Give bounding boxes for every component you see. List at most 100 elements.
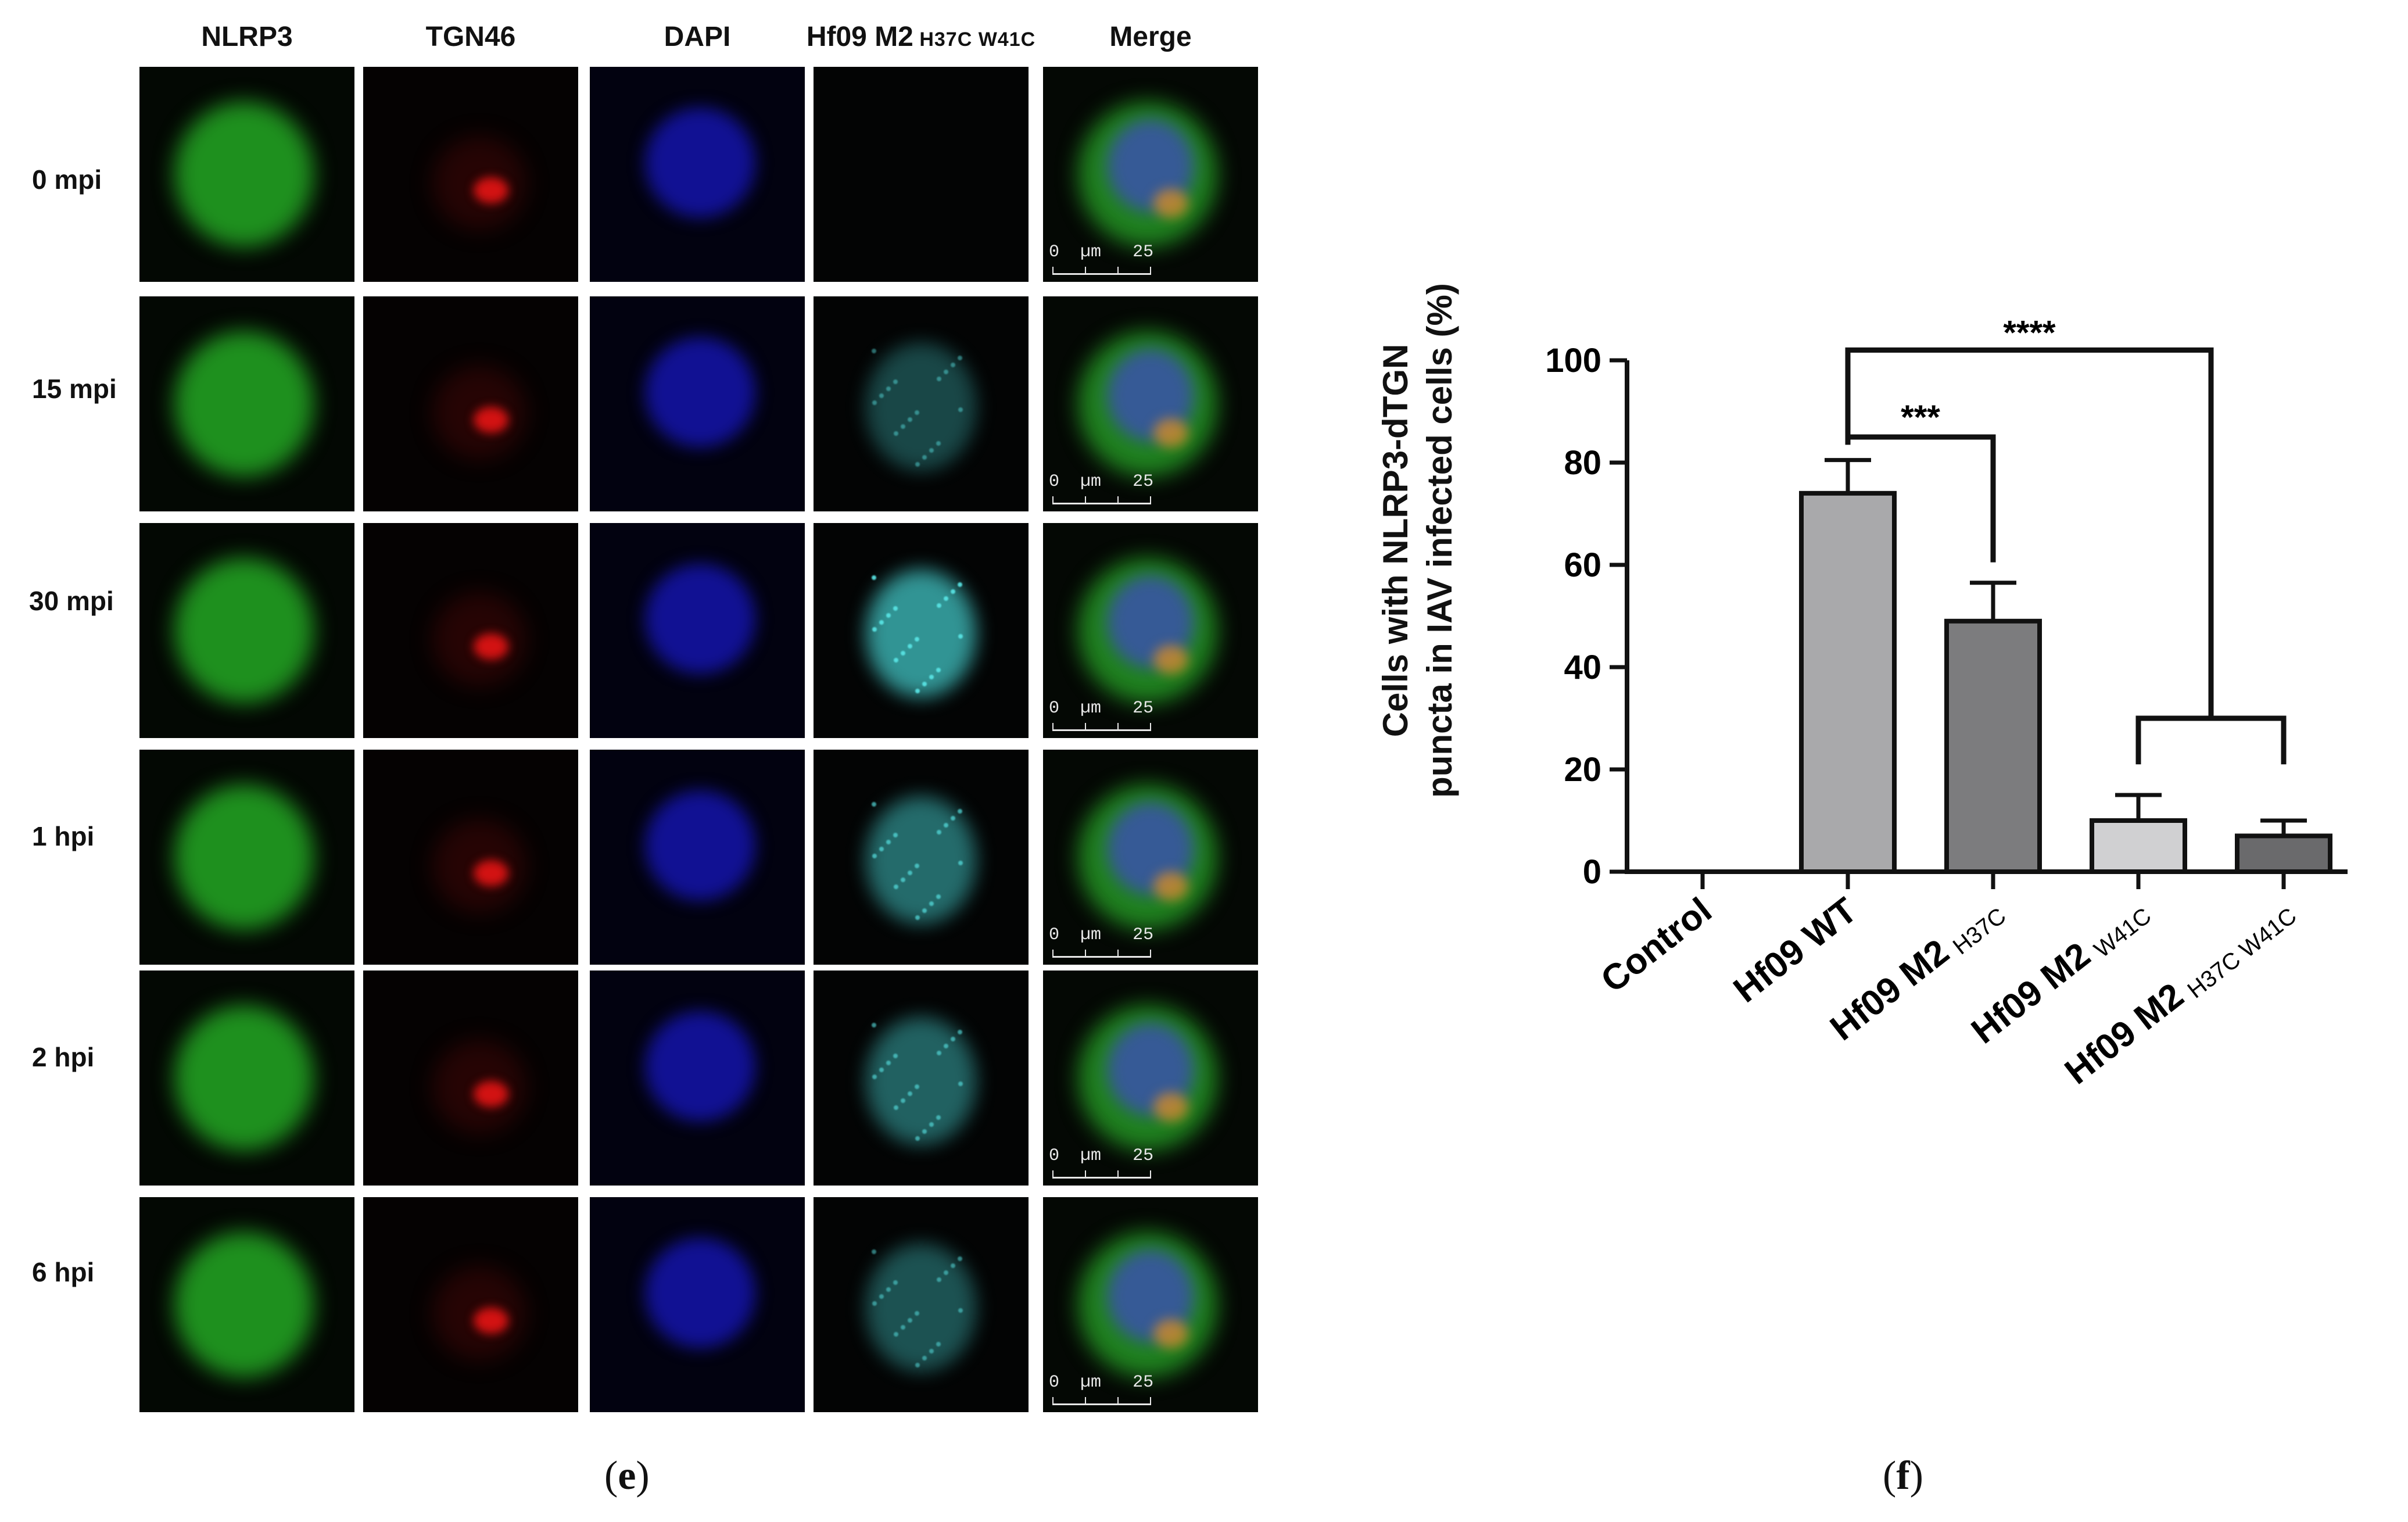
cell-signal bbox=[894, 431, 898, 436]
cell-signal bbox=[958, 407, 963, 412]
cell-signal bbox=[958, 1030, 962, 1034]
cell-signal bbox=[866, 1244, 976, 1371]
cell-signal bbox=[922, 682, 927, 686]
cell-signal bbox=[915, 864, 919, 868]
cell-signal bbox=[879, 1068, 884, 1072]
row-label: 1 hpi bbox=[32, 821, 95, 851]
column-header-tgn46: TGN46 bbox=[425, 22, 516, 52]
cell-signal bbox=[879, 1294, 884, 1299]
micrograph-tile: 0 µm 25 bbox=[1043, 523, 1258, 738]
cell-signal bbox=[879, 620, 884, 625]
cell-signal bbox=[908, 417, 912, 422]
cell-signal bbox=[937, 1051, 941, 1055]
column-header-merge: Merge bbox=[1109, 22, 1192, 52]
x-tick-label: Hf09 M2H37C W41C bbox=[2058, 890, 2302, 1094]
cell-signal bbox=[908, 1318, 912, 1323]
micrograph-tile bbox=[139, 296, 354, 511]
cell-signal bbox=[645, 1238, 755, 1348]
cell-signal bbox=[645, 108, 755, 218]
cell-signal bbox=[901, 878, 905, 882]
y-tick-label: 80 bbox=[1564, 444, 1601, 482]
cell-signal bbox=[944, 596, 948, 601]
row-label: 2 hpi bbox=[32, 1042, 95, 1072]
bar bbox=[1799, 490, 1897, 874]
y-tick-label: 20 bbox=[1564, 751, 1601, 789]
cell-signal bbox=[879, 847, 884, 851]
cell-signal bbox=[937, 830, 941, 835]
cell-signal bbox=[929, 1349, 934, 1353]
cell-signal bbox=[937, 603, 941, 608]
row-label: 30 mpi bbox=[29, 586, 114, 616]
cell-signal bbox=[474, 1081, 508, 1107]
cell-signal bbox=[922, 1129, 927, 1134]
micrograph-tile bbox=[814, 750, 1029, 965]
cell-signal bbox=[929, 675, 934, 679]
panel-f-caption: (f) bbox=[1883, 1453, 1923, 1498]
cell-signal bbox=[944, 823, 948, 828]
cell-signal bbox=[474, 633, 508, 660]
cell-signal bbox=[922, 1356, 927, 1360]
cell-signal bbox=[958, 861, 963, 865]
column-header-dapi: DAPI bbox=[664, 22, 731, 52]
cell-signal bbox=[872, 802, 876, 807]
cell-signal bbox=[893, 606, 898, 611]
significance-bracket bbox=[2135, 715, 2287, 765]
micrograph-tile bbox=[363, 296, 578, 511]
cell-signal bbox=[174, 1232, 314, 1377]
scale-bar: 0 µm 25 bbox=[1049, 1373, 1165, 1408]
micrograph-tile: 0 µm 25 bbox=[1043, 750, 1258, 965]
cell-signal bbox=[174, 785, 314, 930]
cell-signal bbox=[872, 854, 877, 858]
cell-signal bbox=[901, 1325, 905, 1330]
panel-e-caption: (e) bbox=[604, 1453, 650, 1498]
micrograph-tile bbox=[363, 67, 578, 282]
cell-signal bbox=[174, 1005, 314, 1151]
cell-signal bbox=[944, 370, 948, 374]
cell-signal bbox=[951, 816, 955, 821]
cell-signal bbox=[915, 915, 920, 920]
cell-signal bbox=[915, 1084, 919, 1089]
cell-signal bbox=[958, 582, 962, 587]
micrograph-tile: 0 µm 25 bbox=[1043, 296, 1258, 511]
cell-signal bbox=[866, 1017, 976, 1145]
cell-signal bbox=[936, 668, 941, 672]
cell-signal bbox=[937, 377, 941, 381]
micrograph-tile bbox=[590, 523, 805, 738]
cell-signal bbox=[936, 1342, 941, 1346]
cell-signal bbox=[1153, 189, 1188, 218]
cell-signal bbox=[893, 379, 898, 384]
cell-signal bbox=[936, 1115, 941, 1120]
cell-signal bbox=[474, 177, 508, 203]
micrograph-tile bbox=[814, 971, 1029, 1186]
cell-signal bbox=[645, 337, 755, 447]
cell-signal bbox=[886, 613, 891, 618]
cell-signal bbox=[908, 1091, 912, 1096]
micrograph-tile bbox=[590, 971, 805, 1186]
column-header-hf09-m2: Hf09 M2 H37C W41C bbox=[806, 22, 1036, 52]
micrograph-tile bbox=[363, 1197, 578, 1412]
cell-signal bbox=[872, 627, 877, 632]
y-tick-label: 0 bbox=[1583, 853, 1601, 891]
cell-signal bbox=[951, 1263, 955, 1268]
cell-signal bbox=[894, 658, 898, 662]
cell-signal bbox=[958, 809, 962, 814]
scale-bar: 0 µm 25 bbox=[1049, 1146, 1165, 1181]
cell-signal bbox=[944, 1270, 948, 1275]
cell-signal bbox=[958, 1081, 963, 1086]
cell-signal bbox=[893, 1054, 898, 1058]
cell-signal bbox=[1153, 1093, 1188, 1122]
x-tick-label: Hf09 WT bbox=[1726, 890, 1865, 1011]
row-label: 0 mpi bbox=[32, 164, 102, 195]
micrograph-tile bbox=[590, 1197, 805, 1412]
micrograph-tile bbox=[363, 750, 578, 965]
micrograph-tile bbox=[814, 67, 1029, 282]
significance-bracket bbox=[1845, 347, 2214, 718]
cell-signal bbox=[866, 343, 976, 471]
scale-bar: 0 µm 25 bbox=[1049, 242, 1165, 277]
cell-signal bbox=[886, 1287, 891, 1292]
micrograph-tile bbox=[139, 1197, 354, 1412]
cell-signal bbox=[886, 840, 891, 844]
cell-signal bbox=[474, 1308, 508, 1334]
cell-signal bbox=[1153, 645, 1188, 674]
cell-signal bbox=[915, 462, 920, 467]
